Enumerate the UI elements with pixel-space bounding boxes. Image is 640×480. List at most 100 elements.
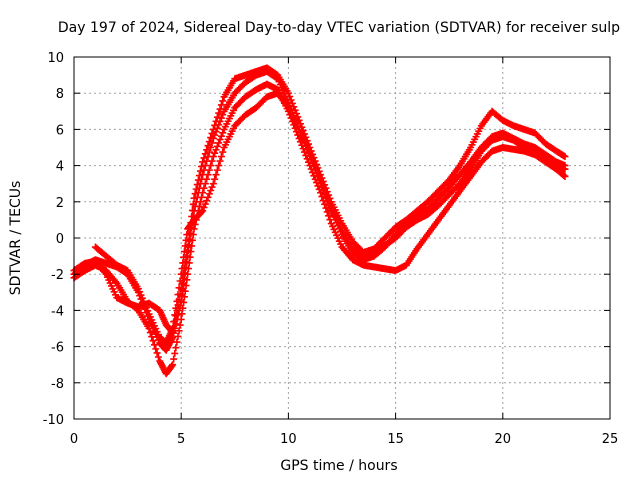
data-point xyxy=(142,304,150,312)
data-point xyxy=(211,175,219,183)
data-point xyxy=(213,113,221,121)
data-point xyxy=(561,153,569,161)
data-point xyxy=(314,169,322,177)
data-point xyxy=(199,207,207,215)
y-tick-label: -8 xyxy=(51,377,64,392)
data-point xyxy=(201,200,209,208)
data-point xyxy=(313,179,321,187)
data-point xyxy=(153,349,161,357)
data-point xyxy=(325,212,333,220)
data-point xyxy=(195,202,203,210)
data-point xyxy=(209,125,217,133)
data-point xyxy=(140,297,148,305)
data-point xyxy=(189,200,197,208)
data-point xyxy=(307,151,315,159)
data-point xyxy=(560,172,568,180)
data-point xyxy=(178,265,186,273)
data-point xyxy=(212,117,220,125)
data-point xyxy=(136,288,144,296)
data-point xyxy=(219,111,227,119)
data-point xyxy=(311,162,319,170)
data-point xyxy=(300,148,308,156)
data-point xyxy=(325,198,333,206)
data-point xyxy=(294,113,302,121)
data-point xyxy=(322,204,330,212)
data-point xyxy=(290,103,298,111)
data-point xyxy=(219,97,227,105)
data-point xyxy=(191,190,199,198)
data-point xyxy=(201,150,209,158)
data-point xyxy=(178,310,186,318)
data-point xyxy=(198,208,206,216)
data-point xyxy=(195,172,203,180)
data-point xyxy=(216,136,224,144)
data-point xyxy=(190,194,198,202)
data-point xyxy=(134,285,142,293)
data-point xyxy=(183,231,191,239)
x-tick-label: 5 xyxy=(177,432,185,447)
data-point xyxy=(180,293,188,301)
data-point xyxy=(192,185,200,193)
data-point xyxy=(175,327,183,335)
data-point xyxy=(200,154,208,162)
data-point xyxy=(149,337,157,345)
data-point xyxy=(176,277,184,285)
data-point xyxy=(172,304,180,312)
data-point xyxy=(208,129,216,137)
data-point xyxy=(213,142,221,150)
data-point xyxy=(169,361,177,369)
data-point xyxy=(174,332,182,340)
data-point xyxy=(207,186,215,194)
data-point xyxy=(561,172,569,180)
data-point xyxy=(323,194,331,202)
data-point xyxy=(321,200,329,208)
data-point xyxy=(217,153,225,161)
data-point xyxy=(200,184,208,192)
x-tick-label: 0 xyxy=(70,432,78,447)
data-point xyxy=(144,307,152,315)
data-point xyxy=(201,180,209,188)
data-point xyxy=(193,181,201,189)
data-point xyxy=(173,297,181,305)
data-point xyxy=(171,311,179,319)
data-point xyxy=(217,114,225,122)
chart-title: Day 197 of 2024, Sidereal Day-to-day VTE… xyxy=(58,20,620,36)
data-point xyxy=(182,282,190,290)
data-point xyxy=(314,182,322,190)
data-point xyxy=(174,291,182,299)
data-point xyxy=(200,203,208,211)
data-point xyxy=(205,190,213,198)
data-point xyxy=(205,138,213,146)
data-point xyxy=(146,329,154,337)
data-point xyxy=(311,175,319,183)
data-point xyxy=(180,248,188,256)
data-point xyxy=(212,171,220,179)
data-point xyxy=(177,315,185,323)
data-point xyxy=(322,191,330,199)
data-point xyxy=(154,353,162,361)
data-point xyxy=(219,129,227,137)
data-point xyxy=(196,198,204,206)
data-point xyxy=(145,325,153,332)
x-tick-label: 25 xyxy=(602,432,619,447)
x-tick-label: 10 xyxy=(280,432,297,447)
data-point xyxy=(317,189,325,197)
y-tick-label: 2 xyxy=(56,196,64,211)
y-tick-label: -10 xyxy=(43,413,64,428)
data-point xyxy=(212,146,220,154)
series-track-3 xyxy=(70,64,569,336)
data-point xyxy=(141,301,149,309)
data-point xyxy=(179,259,187,267)
x-axis-title: GPS time / hours xyxy=(280,458,397,474)
data-point xyxy=(219,148,227,156)
data-point xyxy=(152,345,160,353)
data-point xyxy=(188,242,196,250)
data-point xyxy=(211,121,219,129)
data-point xyxy=(169,325,177,332)
data-point xyxy=(172,312,180,320)
data-point xyxy=(286,93,294,101)
data-point xyxy=(216,105,224,113)
data-point xyxy=(182,236,190,244)
